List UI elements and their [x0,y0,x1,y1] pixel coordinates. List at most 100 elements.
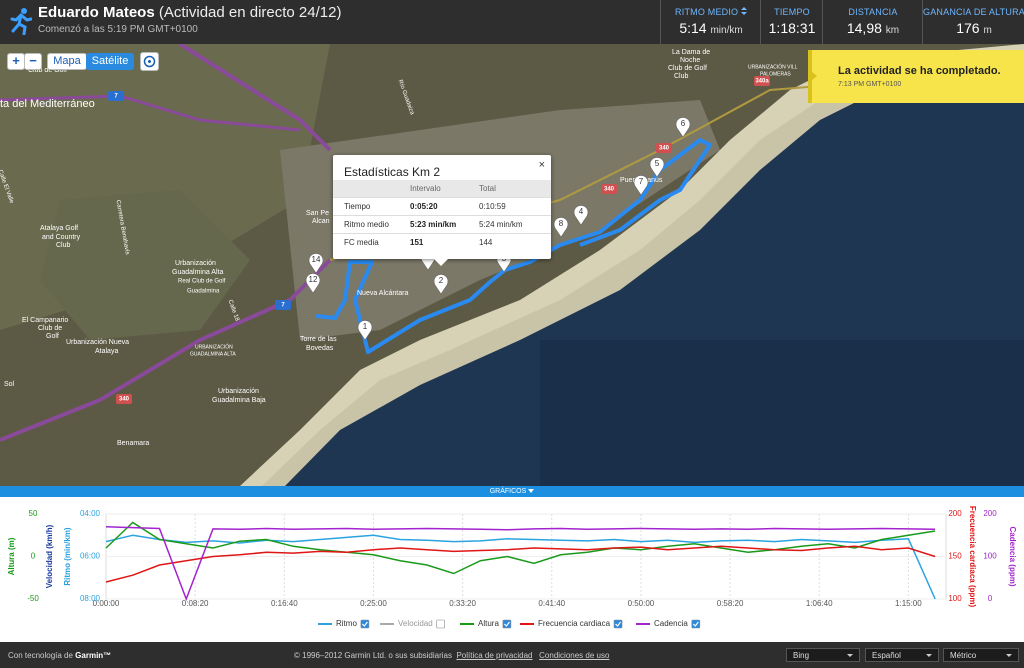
y-tick-label: 100 [948,594,962,603]
athlete: Eduardo Mateos (Actividad en directo 24/… [38,4,341,21]
y-tick-label: 200 [948,509,962,518]
copyright-text: © 1996–2012 Garmin Ltd. o sus subsidiari… [294,651,452,660]
place-label: ta del Mediterráneo [0,98,95,110]
stat-label-text: RITMO MEDIO [675,7,739,17]
legend-checkbox[interactable] [502,619,512,629]
legend-checkbox[interactable] [360,619,370,629]
row-label: FC media [333,233,399,251]
place-label: GUADALMINA ALTA [190,351,236,357]
marker-pin [305,273,321,294]
marker-pin [649,157,665,178]
markers: 12345678101214 [305,117,691,341]
place-label: Guadalmina Baja [212,397,266,404]
notification-edge [808,50,817,103]
legend-checkbox[interactable] [613,619,623,629]
legend-checkbox[interactable] [436,619,446,629]
start-time: Comenzó a las 5:19 PM GMT+0100 [38,24,198,35]
select[interactable]: Bing [786,648,860,662]
axis-label: Altura (m) [7,537,16,575]
table-row: Ritmo medio 5:23 min/km 5:24 min/km [333,215,551,234]
select[interactable]: Métrico [943,648,1019,662]
powered-by: Con tecnología de Garmin™ [8,651,111,660]
marker-pin [553,217,569,238]
notification-time: 7:13 PM GMT+0100 [838,81,902,88]
highway [178,44,332,152]
series-line [105,534,936,600]
close-button[interactable]: × [538,159,545,171]
stat-value: 1:18:31 [768,20,816,36]
marker-label: 6 [681,119,686,128]
place-label: and Country [42,234,81,241]
axis-label: Frecuencia cardiaca (ppm) [968,506,977,608]
place-label: Club [674,73,689,80]
road-shield [656,143,672,153]
legend-label: Ritmo [336,619,357,628]
stat[interactable]: RITMO MEDIO 5:14 min/km [660,0,761,44]
x-tick-label: 0:25:00 [360,599,387,608]
x-tick-label: 0:16:40 [271,599,298,608]
map-button[interactable]: Mapa [47,53,87,70]
column-header: Total [468,180,551,198]
powered-text: Con tecnología de [8,651,73,660]
place-label: PALOMERAS [760,71,791,77]
road-number: 340a [755,79,769,85]
highway [0,94,301,132]
charts-tab[interactable]: GRÁFICOS [0,486,1024,497]
road-number: 7 [114,94,118,100]
cell: 5:23 min/km [399,215,468,234]
axis-label: Cadencia (ppm) [1008,526,1017,586]
map[interactable]: ta del Mediterráneo Atalaya Golf and Cou… [0,44,1024,486]
y-tick-label: 08:00 [80,594,101,603]
stat-number: 176 [956,20,980,36]
table-header: Intervalo Total [333,180,551,198]
place-label: Nueva Alcántara [357,290,408,297]
footer-link[interactable]: Política de privacidad [456,651,533,660]
y-tick-label: 0 [31,552,36,561]
check-mark [503,621,510,627]
cell: 144 [468,233,551,251]
marker-pin [357,320,373,341]
sea-tile [540,340,1024,486]
satellite-button[interactable]: Satélite [86,53,134,70]
y-tick-label: 06:00 [80,552,101,561]
table-row: Tiempo 0:05:20 0:10:59 [333,197,551,216]
check-mark [615,621,622,627]
locate-button[interactable] [140,52,159,71]
x-tick-label: 0:50:00 [628,599,655,608]
place-label: Alcan [312,218,330,225]
marker-label: 8 [559,219,564,228]
activity-label: (Actividad en directo 24/12) [158,4,342,21]
x-tick-label: 0:08:20 [182,599,209,608]
stat-number: 5:14 [679,20,707,36]
legend-label: Velocidad [398,619,433,628]
chart-background [0,497,1024,642]
place-label: Noche [680,57,700,64]
charts-tab-label: GRÁFICOS [489,488,527,495]
footer: Con tecnología de Garmin™ © 1996–2012 Ga… [0,642,1024,668]
zoom-out[interactable]: − [24,53,42,70]
stat-label: TIEMPO [774,7,810,17]
legend-checkbox[interactable] [691,619,701,629]
series-line [105,526,936,602]
place-label: Club de Golf [28,67,67,74]
axis-label: Velocidad (km/h) [45,524,54,588]
sort-icon [740,7,747,15]
select[interactable]: Español [865,648,939,662]
stat-unit: min/km [710,25,743,36]
place-label: Benamara [117,440,149,447]
road-shield [275,300,291,310]
series-line [105,521,936,575]
zoom-in[interactable]: + [7,53,25,70]
cell: 0:10:59 [468,197,551,216]
legend-label: Altura [478,619,499,628]
road-shield [116,394,132,404]
footer-link[interactable]: Condiciones de uso [539,651,610,660]
golf-area [40,190,250,340]
place-label: Urbanización [175,260,216,267]
marker-label: 1 [363,322,368,331]
axis-label: Ritmo (min/km) [63,527,72,586]
chart: 0:00:00 0:08:20 0:16:40 0:25:00 0:33:20 0:41:… [0,497,1024,642]
marker-label: 2 [439,276,444,285]
y-tick-label: 50 [29,509,38,518]
cell [333,180,399,198]
